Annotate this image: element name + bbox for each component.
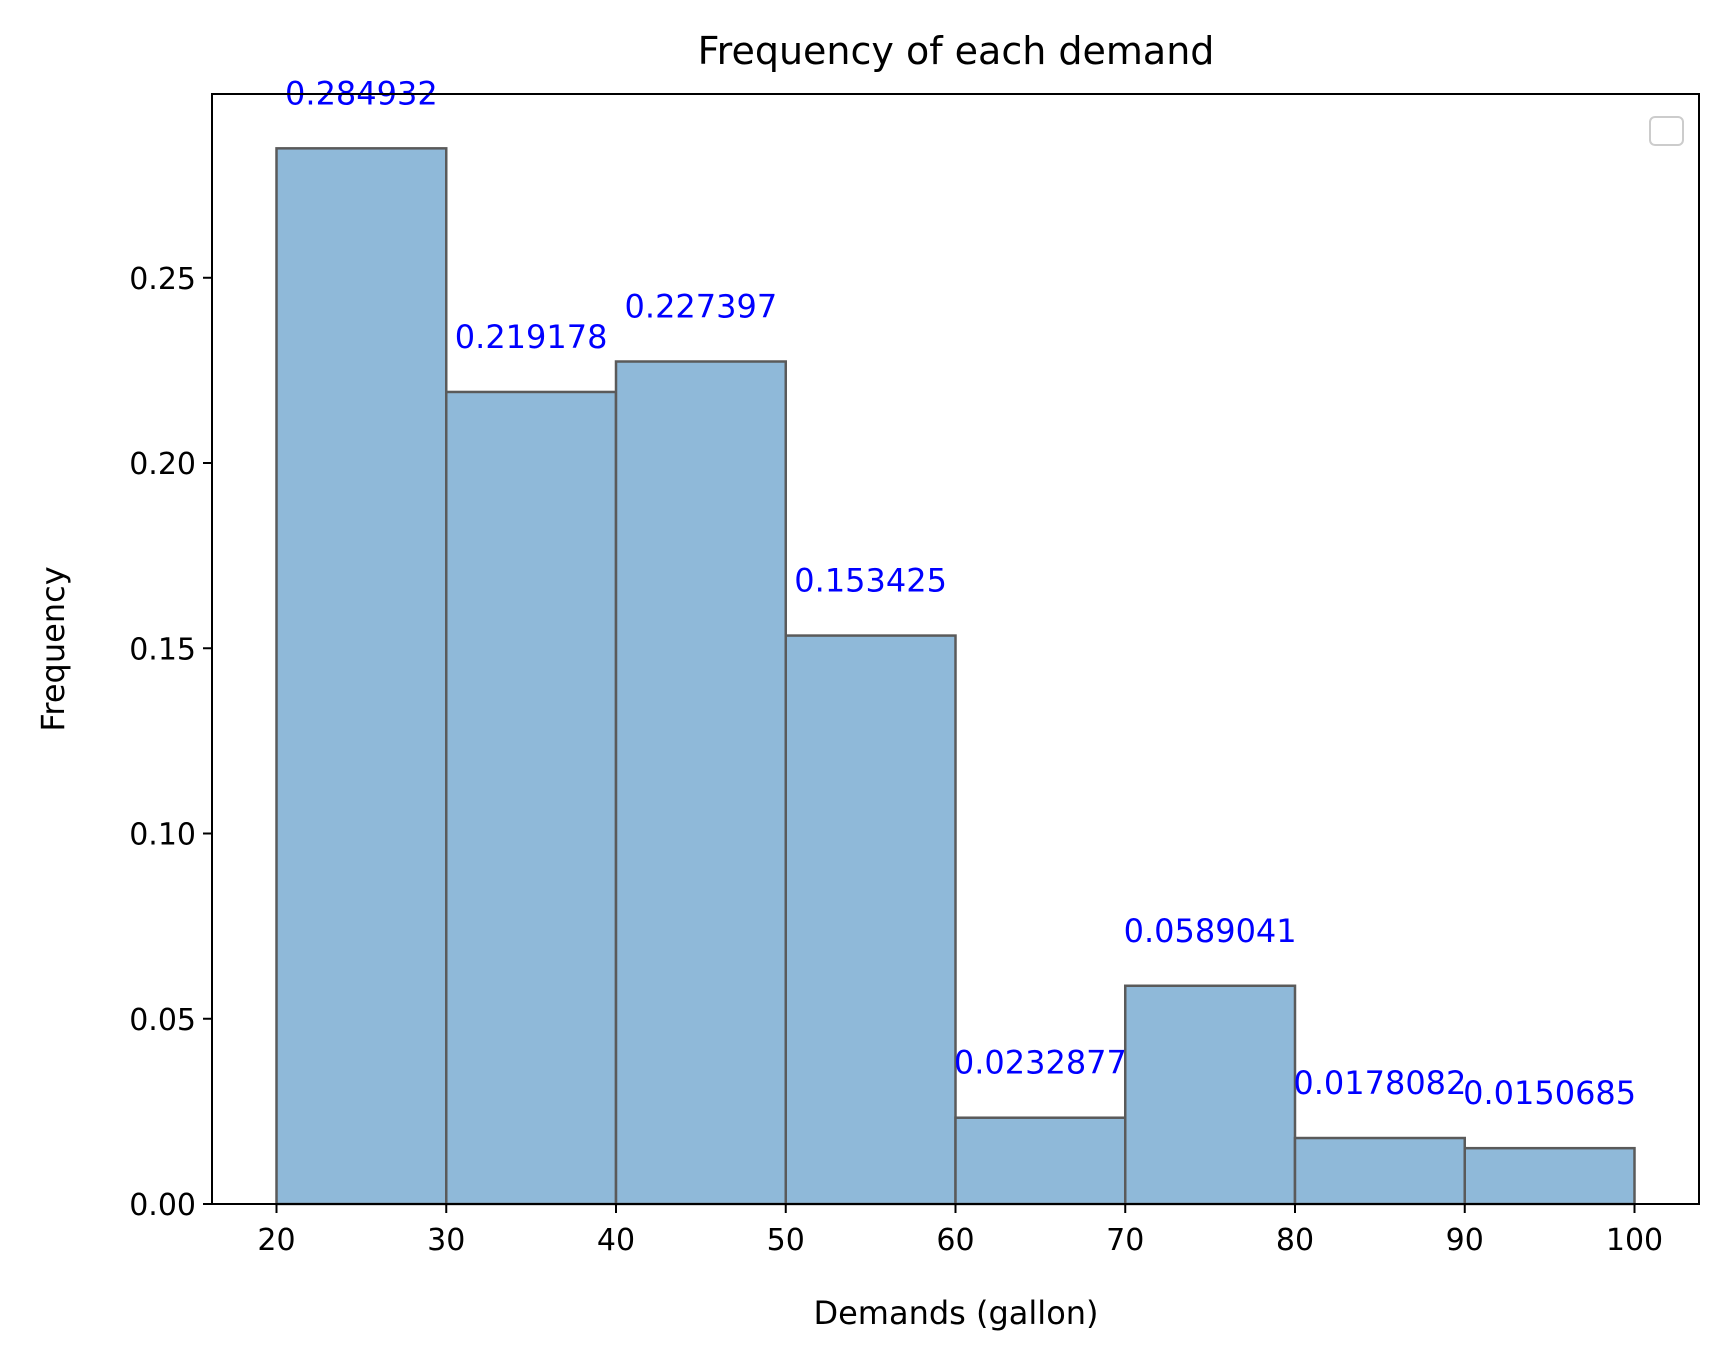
histogram-bar bbox=[445, 390, 618, 1206]
x-tick-label: 80 bbox=[1276, 1223, 1314, 1258]
x-tick-label: 70 bbox=[1106, 1223, 1144, 1258]
histogram-bar bbox=[784, 634, 957, 1206]
x-axis: 20 30 40 50 60 70 80 90 100 bbox=[257, 1204, 1663, 1258]
y-tick-label: 0.10 bbox=[129, 818, 196, 853]
y-tick-label: 0.25 bbox=[129, 262, 196, 297]
bar-labels-group: 0.2849320.2191780.2273970.1534250.023287… bbox=[285, 74, 1636, 1112]
chart-title: Frequency of each demand bbox=[698, 29, 1215, 73]
x-tick-label: 50 bbox=[767, 1223, 805, 1258]
y-axis: 0.00 0.05 0.10 0.15 0.20 0.25 bbox=[129, 262, 212, 1223]
x-tick-label: 30 bbox=[427, 1223, 465, 1258]
x-tick-label: 60 bbox=[936, 1223, 974, 1258]
legend-box bbox=[1649, 116, 1684, 146]
histogram-bar bbox=[1463, 1146, 1636, 1206]
y-tick-label: 0.15 bbox=[129, 632, 196, 667]
bar-value-label: 0.0150685 bbox=[1463, 1074, 1636, 1112]
histogram-bar bbox=[1123, 984, 1297, 1206]
bars-group bbox=[275, 147, 1636, 1206]
histogram-bar bbox=[954, 1116, 1127, 1206]
bar-value-label: 0.0232877 bbox=[954, 1044, 1127, 1082]
bar-value-label: 0.153425 bbox=[794, 562, 947, 600]
bar-value-label: 0.219178 bbox=[455, 318, 608, 356]
x-tick-label: 100 bbox=[1606, 1223, 1663, 1258]
x-axis-title: Demands (gallon) bbox=[813, 1294, 1098, 1332]
histogram-bar bbox=[614, 360, 788, 1206]
bar-value-label: 0.227397 bbox=[625, 288, 778, 326]
x-tick-label: 90 bbox=[1446, 1223, 1484, 1258]
y-axis-title: Frequency bbox=[34, 566, 72, 731]
histogram-bar bbox=[275, 147, 448, 1206]
y-tick-label: 0.05 bbox=[129, 1003, 196, 1038]
y-tick-label: 0.20 bbox=[129, 447, 196, 482]
x-tick-label: 40 bbox=[597, 1223, 635, 1258]
histogram-bar bbox=[1293, 1136, 1466, 1206]
bar-value-label: 0.0589041 bbox=[1124, 912, 1297, 950]
x-tick-label: 20 bbox=[257, 1223, 295, 1258]
y-tick-label: 0.00 bbox=[129, 1188, 196, 1223]
bar-value-label: 0.0178082 bbox=[1293, 1064, 1466, 1102]
